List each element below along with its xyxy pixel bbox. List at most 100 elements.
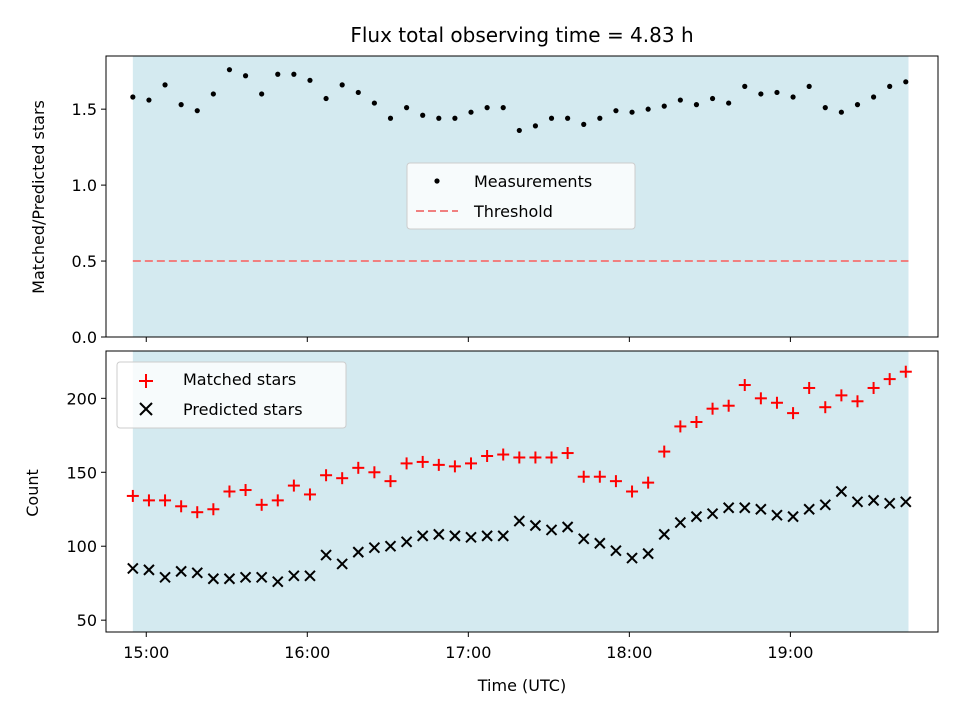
matched-star-point — [867, 381, 880, 394]
matched-star-point — [561, 447, 574, 460]
matched-star-point — [159, 494, 172, 507]
y-tick-label: 1.0 — [72, 176, 97, 195]
measurement-point — [597, 115, 603, 121]
matched-star-point — [368, 466, 381, 479]
measurement-point — [758, 91, 764, 97]
matched-star-point — [819, 401, 832, 414]
measurement-point — [806, 83, 812, 89]
measurement-point — [339, 82, 345, 88]
predicted-star-point — [255, 571, 268, 583]
predicted-star-point — [561, 521, 574, 533]
measurement-point — [323, 95, 329, 102]
measurement-point — [307, 77, 313, 83]
predicted-star-point — [465, 531, 477, 544]
matched-star-point — [400, 457, 413, 470]
predicted-star-point — [626, 552, 638, 564]
predicted-star-point — [272, 576, 284, 588]
y-tick-label: 150 — [66, 463, 97, 482]
measurement-point — [742, 83, 748, 89]
predicted-star-point — [578, 533, 590, 545]
matched-star-point — [738, 379, 751, 392]
predicted-star-point — [143, 564, 155, 576]
bottom-plot-frame — [105, 350, 939, 633]
predicted-star-point — [191, 567, 203, 579]
bottom-y-axis: 50 100 150 200 — [66, 389, 106, 630]
predicted-star-point — [755, 503, 767, 515]
matched-star-point — [175, 500, 188, 513]
predicted-star-point — [513, 515, 526, 527]
matched-stars-points — [126, 365, 912, 519]
matched-star-point — [706, 402, 719, 415]
predicted-star-point — [803, 503, 815, 515]
measurement-points — [130, 67, 909, 134]
matched-star-point — [336, 472, 349, 485]
bottom-y-axis-label: Count — [23, 469, 42, 517]
predicted-star-point — [352, 546, 364, 558]
measurement-point — [371, 100, 377, 106]
matched-star-point — [513, 451, 526, 464]
matched-star-point — [432, 458, 445, 471]
predicted-star-point — [610, 544, 622, 557]
matched-star-point — [320, 469, 333, 482]
measurement-point — [452, 115, 458, 121]
measurement-point — [242, 73, 249, 79]
predicted-star-point — [658, 528, 670, 541]
measurement-point — [870, 94, 877, 100]
measurement-point — [130, 94, 136, 100]
legend-plus-marker — [139, 374, 153, 388]
matched-star-point — [787, 407, 800, 420]
matched-star-point — [545, 451, 558, 464]
measurement-point — [259, 91, 265, 97]
measurement-point — [178, 102, 184, 108]
predicted-star-point — [304, 570, 316, 582]
measurement-point — [194, 108, 200, 114]
predicted-star-point — [239, 571, 252, 583]
matched-star-point — [577, 470, 590, 483]
matched-star-point — [416, 455, 429, 468]
top-panel: 0.0 0.5 1.0 1.5 Matched/Predicted stars Mea… — [29, 55, 939, 347]
predicted-star-point — [642, 547, 654, 560]
predicted-star-point — [529, 519, 542, 532]
measurement-point — [516, 127, 522, 134]
matched-star-point — [287, 479, 300, 492]
measurement-point — [387, 115, 394, 121]
matched-star-point — [642, 476, 655, 489]
matched-star-point — [271, 494, 284, 507]
predicted-star-point — [223, 573, 236, 585]
matched-star-point — [303, 488, 316, 501]
predicted-star-point — [835, 485, 848, 498]
measurement-point — [661, 103, 667, 109]
measurement-point — [565, 115, 571, 121]
predicted-star-point — [497, 530, 509, 542]
legend-x-marker — [139, 402, 153, 416]
matched-star-point — [191, 506, 204, 519]
measurement-point — [774, 89, 780, 96]
predicted-star-point — [416, 530, 429, 542]
matched-star-point — [352, 461, 365, 474]
y-tick-label: 100 — [66, 537, 97, 556]
matched-star-point — [754, 392, 767, 405]
legend-matched-label: Matched stars — [183, 370, 296, 389]
top-y-axis: 0.0 0.5 1.0 1.5 — [72, 100, 106, 347]
measurement-point — [790, 94, 796, 100]
y-tick-label: 50 — [77, 611, 97, 630]
x-tick-label: 17:00 — [445, 643, 491, 662]
measurement-point — [162, 82, 168, 88]
matched-star-point — [883, 373, 896, 386]
predicted-star-point — [127, 562, 139, 575]
measurement-point — [629, 109, 635, 115]
matched-star-point — [223, 485, 236, 498]
chart-title: Flux total observing time = 4.83 h — [350, 23, 693, 47]
predicted-star-point — [819, 499, 831, 511]
predicted-stars-points — [127, 485, 912, 588]
measurement-point — [887, 83, 893, 89]
x-axis-label: Time (UTC) — [477, 676, 566, 695]
predicted-star-point — [481, 530, 493, 542]
predicted-star-point — [690, 510, 703, 523]
measurement-point — [484, 105, 490, 111]
matched-star-point — [658, 445, 671, 458]
matched-star-point — [497, 448, 510, 461]
predicted-star-point — [545, 524, 558, 536]
measurement-point — [822, 105, 828, 111]
